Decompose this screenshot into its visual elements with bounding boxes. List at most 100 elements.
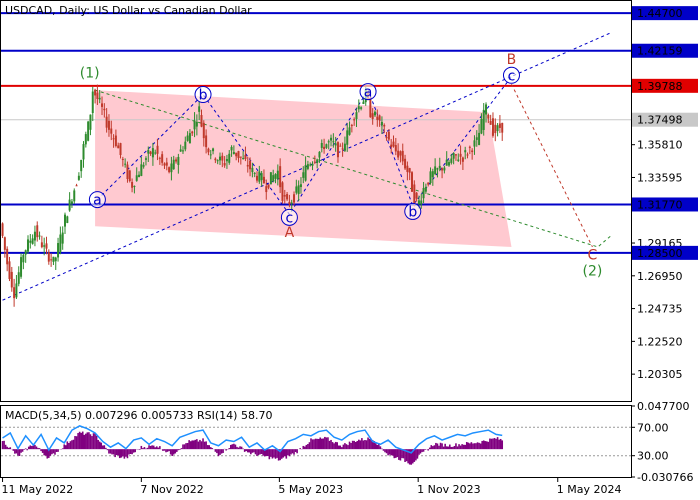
macd-bar — [378, 443, 380, 450]
candle-body — [149, 151, 152, 155]
macd-bar — [489, 438, 491, 450]
macd-bar — [248, 449, 251, 453]
macd-bar — [172, 449, 175, 455]
macd-bar — [24, 448, 27, 450]
macd-bar — [1, 441, 4, 450]
candle-body — [346, 130, 349, 145]
candle-body — [272, 175, 275, 182]
macd-bar — [354, 441, 357, 450]
candle-body — [212, 148, 215, 152]
macd-bar — [31, 446, 33, 450]
macd-bar — [401, 449, 403, 459]
macd-bar — [94, 433, 96, 450]
candle-body — [13, 287, 16, 299]
macd-bar — [304, 446, 306, 450]
macd-bar — [132, 449, 135, 453]
candle-body — [40, 242, 43, 248]
macd-bar — [179, 449, 181, 450]
candle-body — [334, 143, 337, 146]
macd-bar — [194, 439, 197, 450]
candle-body — [15, 283, 18, 298]
macd-bar — [237, 447, 240, 450]
candle-body — [126, 164, 129, 179]
candle-body — [424, 186, 427, 192]
macd-bar — [75, 436, 78, 450]
candle-body — [216, 160, 219, 162]
candle-body — [207, 148, 210, 153]
candle-body — [36, 225, 39, 238]
macd-bar — [159, 446, 161, 450]
candle-body — [306, 164, 309, 169]
macd-bar — [456, 446, 459, 450]
macd-bar — [345, 444, 348, 450]
candle-body — [267, 184, 270, 188]
wave-dashed-line — [511, 83, 593, 248]
indicator-tick-label: 30.00 — [637, 450, 669, 463]
wave-label: c — [508, 68, 516, 84]
candle-body — [283, 195, 286, 197]
candle-body — [443, 167, 446, 171]
macd-bar — [29, 445, 32, 450]
candle-body — [22, 254, 25, 263]
macd-bar — [231, 444, 234, 450]
macd-bar — [432, 446, 434, 450]
macd-bar — [151, 445, 153, 450]
macd-bar — [9, 447, 12, 450]
macd-bar — [40, 449, 42, 452]
wave-marker-circle — [88, 191, 106, 209]
macd-bar — [14, 449, 16, 454]
candle-body — [140, 164, 143, 176]
macd-bar — [263, 449, 266, 457]
macd-bar — [334, 441, 337, 450]
macd-bar — [126, 449, 129, 459]
macd-bar — [296, 449, 298, 454]
macd-bar — [199, 439, 201, 450]
candle-body — [45, 243, 48, 249]
macd-bar — [448, 444, 451, 450]
macd-bar — [499, 438, 502, 450]
candle-body — [489, 121, 492, 125]
candle-body — [286, 194, 289, 200]
candle-body — [68, 199, 71, 211]
candle-body — [225, 158, 228, 162]
macd-bar — [337, 445, 340, 450]
candle-body — [151, 148, 154, 158]
macd-bar — [134, 449, 136, 453]
candle-body — [399, 151, 402, 156]
macd-bar — [63, 444, 66, 450]
macd-bar — [367, 437, 369, 450]
macd-bar — [139, 449, 141, 450]
macd-bar — [103, 445, 106, 450]
candle-body — [438, 165, 441, 169]
macd-bar — [108, 449, 110, 454]
macd-bar — [453, 446, 456, 450]
candle-body — [218, 156, 221, 161]
candle-body — [179, 149, 182, 152]
macd-bar — [234, 444, 237, 450]
candle-body — [107, 120, 110, 130]
rsi-line — [2, 425, 503, 454]
macd-bar — [3, 440, 5, 450]
macd-bar — [32, 445, 35, 450]
indicator-tick-label: 0.047700 — [637, 400, 690, 413]
macd-bar — [205, 441, 207, 450]
macd-bar — [410, 449, 413, 465]
candle-body — [501, 122, 504, 133]
candle-body — [480, 119, 483, 134]
candle-body — [293, 194, 296, 203]
candle-body — [193, 120, 196, 130]
macd-bar — [274, 449, 277, 459]
macd-bar — [228, 448, 231, 450]
candle-body — [429, 171, 432, 184]
candle-body — [265, 186, 268, 193]
macd-bar — [404, 449, 406, 462]
macd-bar — [35, 446, 38, 450]
macd-bar — [219, 449, 221, 455]
candle-body — [394, 145, 397, 152]
candle-body — [158, 157, 161, 159]
macd-bar — [189, 441, 192, 450]
macd-bar — [162, 449, 164, 451]
candle-body — [98, 97, 101, 100]
macd-bar — [225, 449, 227, 451]
macd-bar — [89, 434, 92, 450]
